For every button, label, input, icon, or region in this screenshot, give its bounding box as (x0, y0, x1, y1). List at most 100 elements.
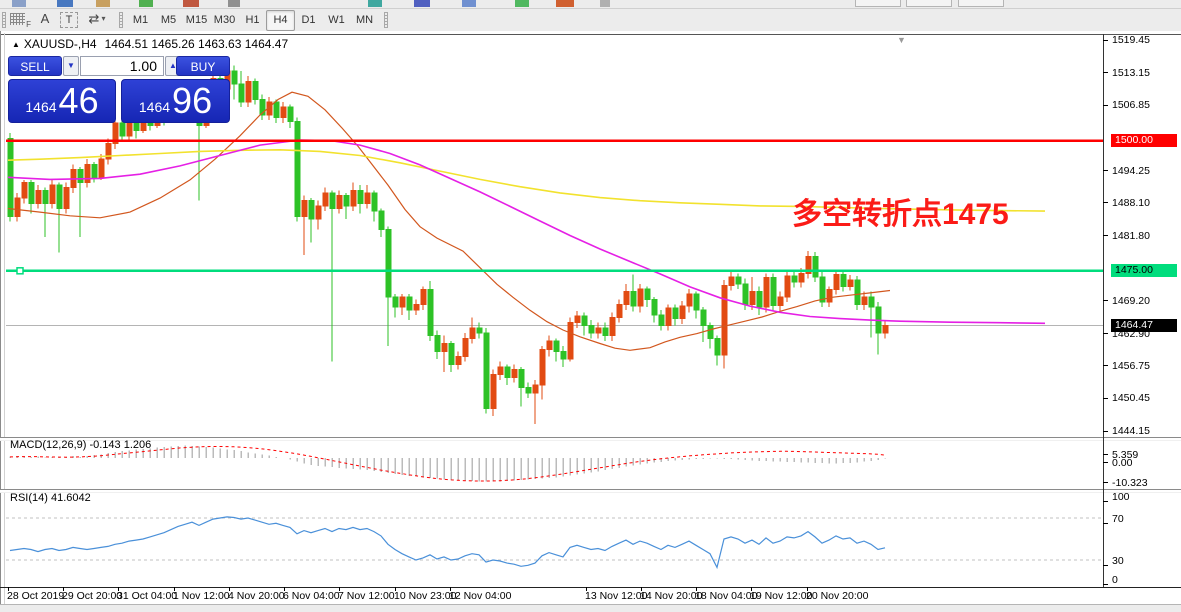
arrows-glyph: ⇄ (88, 11, 100, 26)
price-badge-1475-00: 1475.00 (1111, 264, 1177, 278)
price-tick (1103, 202, 1108, 204)
toolbar-icon-partial (600, 0, 610, 7)
arrows-style-icon[interactable]: ⇄ ▾ (86, 10, 108, 28)
time-tick (339, 587, 340, 591)
price-axis-border (1103, 34, 1104, 587)
window-left-edge (0, 31, 1, 612)
timeframe-button-m5[interactable]: M5 (160, 14, 177, 26)
price-tick (1103, 300, 1108, 302)
upper-toolbar-partial (0, 0, 1181, 9)
price-label: 1444.15 (1112, 425, 1150, 437)
toolbar-icon-partial (96, 0, 110, 7)
buy-price-display[interactable]: 1464 96 (121, 79, 230, 123)
timeframe-button-h1[interactable]: H1 (245, 14, 260, 26)
panel-separator[interactable] (0, 489, 1181, 493)
time-tick (450, 587, 451, 591)
chevron-down-icon[interactable]: ▾ (101, 14, 106, 23)
rsi-axis-label: 30 (1112, 555, 1124, 567)
macd-histogram (9, 445, 886, 482)
rsi-tick (1103, 584, 1108, 585)
rsi-tick (1103, 565, 1108, 566)
price-label: 1450.45 (1112, 392, 1150, 405)
time-label: 1 Nov 12:00 (173, 590, 230, 602)
price-label: 1506.85 (1112, 99, 1150, 112)
symbol-timeframe: XAUUSD-,H4 (23, 37, 97, 51)
time-tick (174, 587, 175, 591)
timeframe-button-mn[interactable]: MN (355, 14, 374, 26)
macd-label: MACD(12,26,9) -0.143 1.206 (10, 439, 152, 451)
price-label: 1519.45 (1112, 34, 1150, 46)
toolbar-button-partial (906, 0, 952, 7)
price-tick (1103, 170, 1108, 172)
timeframe-button-m30[interactable]: M30 (213, 14, 236, 26)
price-tick (1103, 430, 1108, 432)
time-label: 14 Nov 20:00 (640, 590, 703, 602)
price-badge-1464-47: 1464.47 (1111, 318, 1177, 332)
toolbar-button-partial (855, 0, 901, 7)
buy-button[interactable]: BUY (176, 56, 230, 76)
time-label: 31 Oct 04:00 (117, 590, 178, 602)
panel-separator[interactable] (0, 437, 1181, 441)
rsi-axis-label: 0 (1112, 574, 1118, 586)
toolbar-icon-partial (368, 0, 382, 7)
pivot-line-1475-handle[interactable] (16, 267, 24, 275)
text-box-icon[interactable]: T (60, 12, 78, 28)
window-left-edge-inner (4, 33, 5, 605)
time-tick (641, 587, 642, 591)
time-label: 12 Nov 04:00 (449, 590, 512, 602)
toolbar-icon-partial (12, 0, 26, 7)
volume-decrease-button[interactable]: ▼ (63, 56, 79, 76)
time-label: 18 Nov 04:00 (695, 590, 758, 602)
macd-tick (1103, 454, 1108, 455)
buy-price-small: 1464 (138, 99, 171, 115)
rsi-axis-label: 100 (1112, 491, 1130, 503)
price-label: 1481.80 (1112, 229, 1150, 242)
time-axis[interactable]: 28 Oct 2019 29 Oct 20:00 31 Oct 04:00 1 Nov… (0, 587, 1181, 604)
chart-window[interactable]: ▲ XAUUSD-,H4 1464.51 1465.26 1463.63 1464.… (0, 31, 1181, 612)
chart-annotation[interactable]: 多空转折点1475 (792, 198, 1009, 231)
toolbar-icon-partial (139, 0, 153, 7)
timeframe-button-w1[interactable]: W1 (328, 14, 345, 26)
sell-price-display[interactable]: 1464 46 (8, 79, 116, 123)
timeframe-button-m1[interactable]: M1 (132, 14, 149, 26)
time-label: 29 Oct 20:00 (62, 590, 123, 602)
chart-toolbar: F A T ⇄ ▾ M1 M5 M15 M30 H1 H4 D1 W1 MN (0, 9, 1181, 32)
price-tick (1103, 333, 1108, 335)
rsi-tick (1103, 501, 1108, 502)
toolbar-drag-handle[interactable] (384, 12, 388, 28)
text-annotation-icon[interactable]: A (40, 11, 50, 26)
time-tick (807, 587, 808, 591)
price-label: 1494.25 (1112, 164, 1150, 177)
timeframe-button-d1[interactable]: D1 (301, 14, 316, 26)
buy-price-big: 96 (172, 80, 213, 121)
time-label: 20 Nov 20:00 (806, 590, 869, 602)
scroll-to-end-marker[interactable]: ▼ (897, 35, 906, 45)
macd-tick (1103, 482, 1108, 483)
toolbar-icon-partial (57, 0, 73, 7)
price-label: 1488.10 (1112, 196, 1150, 209)
chart-frame-top (0, 34, 1181, 35)
rsi-label: RSI(14) 41.6042 (10, 492, 91, 504)
toolbar-drag-handle[interactable] (2, 12, 6, 28)
volume-input[interactable]: 1.00 (80, 56, 164, 76)
cursor-grid-icon[interactable]: F (10, 13, 31, 29)
time-tick (284, 587, 285, 591)
ohlc-values: 1464.51 1465.26 1463.63 1464.47 (104, 37, 289, 51)
one-click-trading-panel: SELL ▼ 1.00 ▲ BUY 1464 46 1464 96 (8, 56, 230, 123)
toolbar-icon-partial (414, 0, 430, 7)
time-tick (63, 587, 64, 591)
rsi-line (9, 516, 886, 570)
timeframe-button-h4[interactable]: H4 (266, 10, 295, 31)
time-label: 4 Nov 20:00 (228, 590, 285, 602)
time-tick (8, 587, 9, 591)
timeframe-button-m15[interactable]: M15 (185, 14, 208, 26)
rsi-axis-label: 70 (1112, 513, 1124, 525)
toolbar-drag-handle[interactable] (119, 12, 123, 28)
status-strip (0, 604, 1181, 612)
time-tick (118, 587, 119, 591)
sell-button[interactable]: SELL (8, 56, 62, 76)
ma-medium-magenta-line (7, 139, 1046, 325)
rsi-tick (1103, 523, 1108, 524)
sell-price-big: 46 (58, 80, 99, 121)
